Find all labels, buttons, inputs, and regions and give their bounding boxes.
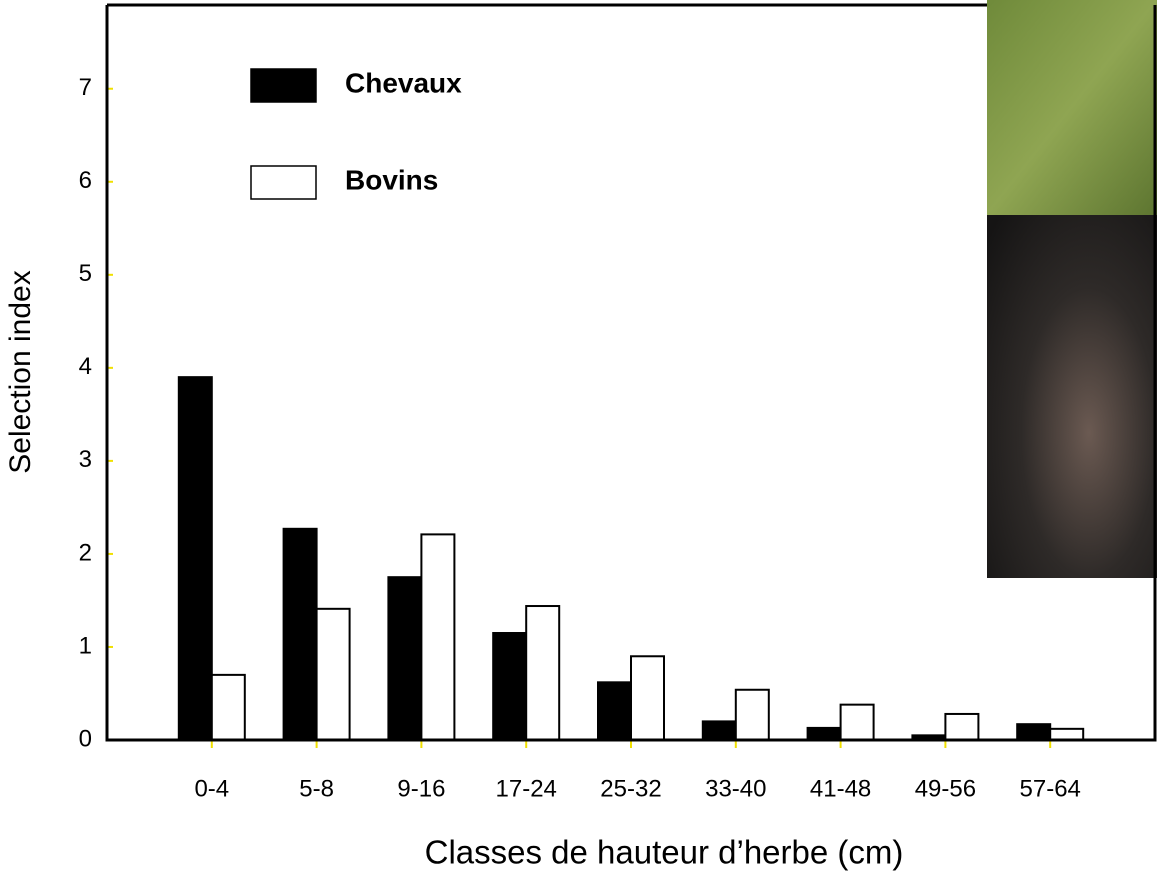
- x-tick-label: 25-32: [600, 775, 661, 802]
- y-axis-title: Selection index: [4, 270, 37, 473]
- bar: [945, 714, 978, 740]
- bar: [1017, 724, 1050, 740]
- bar: [1050, 729, 1083, 740]
- bar: [631, 656, 664, 740]
- y-tick-label: 7: [79, 74, 92, 101]
- chart: Classes de hauteur d’herbe (cm) Selectio…: [0, 0, 1157, 879]
- legend-label: Chevaux: [345, 67, 462, 98]
- x-tick-label: 17-24: [496, 775, 557, 802]
- photo-grass: [987, 0, 1157, 215]
- x-tick-label: 49-56: [915, 775, 976, 802]
- bar: [317, 609, 350, 740]
- legend-label: Bovins: [345, 164, 438, 195]
- bar: [493, 633, 526, 740]
- bar: [808, 728, 841, 740]
- legend-swatch: [251, 69, 316, 102]
- bar: [179, 377, 212, 740]
- bar: [841, 705, 874, 740]
- y-tick-label: 3: [79, 446, 92, 473]
- y-tick-label: 5: [79, 260, 92, 287]
- x-tick-label: 57-64: [1020, 775, 1081, 802]
- bar: [598, 682, 631, 740]
- x-tick-label: 9-16: [397, 775, 445, 802]
- photos: [987, 0, 1157, 578]
- legend-swatch: [251, 166, 316, 199]
- y-tick-label: 1: [79, 632, 92, 659]
- photo-muzzle: [987, 215, 1157, 578]
- page: {"chart_data": {"type": "bar", "xlabel":…: [0, 0, 1157, 879]
- bar: [736, 690, 769, 740]
- y-tick-label: 6: [79, 167, 92, 194]
- x-tick-label: 41-48: [810, 775, 871, 802]
- y-tick-label: 0: [79, 725, 92, 752]
- bar: [526, 606, 559, 740]
- x-tick-label: 5-8: [299, 775, 334, 802]
- x-tick-label: 0-4: [194, 775, 229, 802]
- x-axis-title: Classes de hauteur d’herbe (cm): [425, 834, 904, 871]
- y-tick-label: 4: [79, 353, 92, 380]
- bar: [703, 721, 736, 740]
- bar: [388, 577, 421, 740]
- y-tick-label: 2: [79, 539, 92, 566]
- bar: [421, 534, 454, 740]
- bar: [284, 529, 317, 740]
- bar: [212, 675, 245, 740]
- x-tick-label: 33-40: [705, 775, 766, 802]
